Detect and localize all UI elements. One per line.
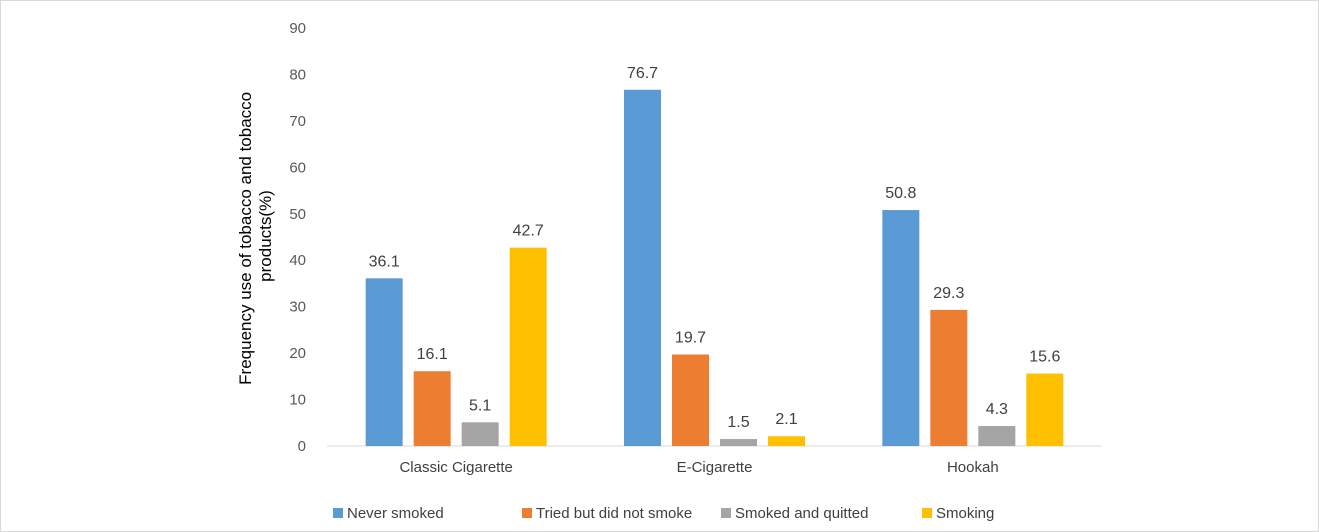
legend-swatch xyxy=(922,508,932,518)
bar xyxy=(978,426,1016,446)
data-label: 15.6 xyxy=(1029,349,1060,366)
x-category-label: E-Cigarette xyxy=(677,459,753,476)
bar xyxy=(461,422,499,446)
data-label: 1.5 xyxy=(727,414,749,431)
legend-swatch xyxy=(333,508,343,518)
bar xyxy=(672,354,709,446)
y-axis-title: Frequency use of tobacco and tobacco pro… xyxy=(236,87,275,385)
legend-label: Tried but did not smoke xyxy=(536,505,692,522)
y-axis-ticks: 0 10 20 30 40 50 60 70 80 90 xyxy=(289,20,306,455)
y-tick-label: 60 xyxy=(289,159,306,176)
data-label: 50.8 xyxy=(885,185,916,202)
data-label: 36.1 xyxy=(369,253,400,270)
legend-swatch xyxy=(522,508,532,518)
y-tick-label: 0 xyxy=(298,438,306,455)
y-axis-title-line-2: products(%) xyxy=(256,190,275,282)
bars-group xyxy=(365,89,1064,446)
data-label: 4.3 xyxy=(986,401,1008,418)
bar xyxy=(882,210,920,446)
y-tick-label: 40 xyxy=(289,252,306,269)
bar xyxy=(509,247,547,446)
y-tick-label: 20 xyxy=(289,345,306,362)
y-tick-label: 30 xyxy=(289,299,306,316)
y-tick-label: 70 xyxy=(289,113,306,130)
bar xyxy=(365,278,403,446)
data-label: 29.3 xyxy=(933,285,964,302)
bar xyxy=(768,436,805,446)
bar xyxy=(413,371,451,446)
y-axis-title-line-1: Frequency use of tobacco and tobacco xyxy=(236,92,255,385)
bar xyxy=(720,439,757,446)
y-tick-label: 90 xyxy=(289,20,306,37)
legend-label: Never smoked xyxy=(347,505,444,522)
bar xyxy=(1026,373,1064,446)
data-label: 5.1 xyxy=(469,397,491,414)
data-label: 76.7 xyxy=(627,65,658,82)
data-labels-group: 36.1 16.1 5.1 42.7 76.7 19.7 1.5 2.1 50.8 29.3 4.3… xyxy=(369,65,1061,431)
data-label: 2.1 xyxy=(775,411,797,428)
y-tick-label: 10 xyxy=(289,392,306,409)
legend: Never smoked Tried but did not smoke Smoke… xyxy=(333,505,994,522)
legend-swatch xyxy=(721,508,731,518)
x-category-label: Classic Cigarette xyxy=(399,459,512,476)
x-category-label: Hookah xyxy=(947,459,999,476)
bar xyxy=(930,309,968,446)
category-labels-group: Classic Cigarette E-Cigarette Hookah xyxy=(399,459,998,476)
data-label: 19.7 xyxy=(675,330,706,347)
legend-label: Smoking xyxy=(936,505,994,522)
legend-label: Smoked and quitted xyxy=(735,505,868,522)
data-label: 42.7 xyxy=(513,223,544,240)
bar xyxy=(624,89,661,446)
y-tick-label: 50 xyxy=(289,206,306,223)
y-tick-label: 80 xyxy=(289,66,306,83)
data-label: 16.1 xyxy=(417,346,448,363)
